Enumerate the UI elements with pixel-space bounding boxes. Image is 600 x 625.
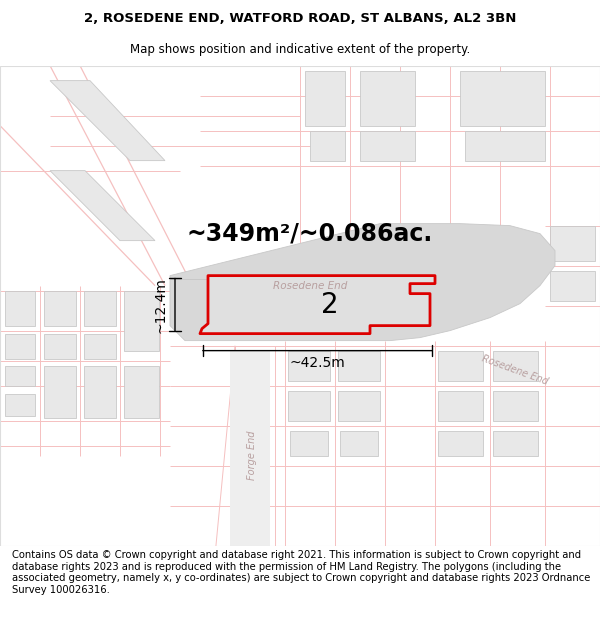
Polygon shape <box>170 224 555 341</box>
Bar <box>338 391 380 421</box>
Text: 2, ROSEDENE END, WATFORD ROAD, ST ALBANS, AL2 3BN: 2, ROSEDENE END, WATFORD ROAD, ST ALBANS… <box>84 12 516 25</box>
Bar <box>338 351 380 381</box>
Bar <box>290 431 328 456</box>
Text: ~12.4m: ~12.4m <box>154 277 168 332</box>
Bar <box>360 131 415 161</box>
Bar <box>84 366 116 418</box>
Bar <box>465 131 545 161</box>
Bar <box>493 431 538 456</box>
Bar <box>438 391 483 421</box>
Bar <box>288 391 330 421</box>
Text: Map shows position and indicative extent of the property.: Map shows position and indicative extent… <box>130 44 470 56</box>
Polygon shape <box>50 171 155 241</box>
Polygon shape <box>200 276 435 334</box>
Bar <box>124 366 159 418</box>
Text: Forge End: Forge End <box>247 431 257 481</box>
Bar <box>44 366 76 418</box>
Bar <box>460 71 545 126</box>
Polygon shape <box>230 351 270 556</box>
Bar <box>493 351 538 381</box>
Bar <box>5 291 35 326</box>
Bar <box>5 334 35 359</box>
Bar <box>438 351 483 381</box>
Bar <box>305 71 345 126</box>
Bar <box>44 334 76 359</box>
Polygon shape <box>50 81 165 161</box>
Bar <box>288 351 330 381</box>
Bar <box>360 71 415 126</box>
Bar <box>438 431 483 456</box>
Text: Rosedene End: Rosedene End <box>273 281 347 291</box>
Bar <box>550 226 595 261</box>
Bar <box>5 394 35 416</box>
Bar <box>44 291 76 326</box>
Bar <box>5 366 35 386</box>
Text: ~349m²/~0.086ac.: ~349m²/~0.086ac. <box>187 222 433 246</box>
Bar <box>550 271 595 301</box>
Text: Contains OS data © Crown copyright and database right 2021. This information is : Contains OS data © Crown copyright and d… <box>12 550 590 595</box>
Bar <box>84 334 116 359</box>
Bar <box>84 291 116 326</box>
Text: Rosedene End: Rosedene End <box>481 354 550 388</box>
Bar <box>310 131 345 161</box>
Text: 2: 2 <box>321 291 339 319</box>
Bar <box>124 291 159 351</box>
Bar <box>493 391 538 421</box>
Text: ~42.5m: ~42.5m <box>290 356 346 369</box>
Bar <box>340 431 378 456</box>
